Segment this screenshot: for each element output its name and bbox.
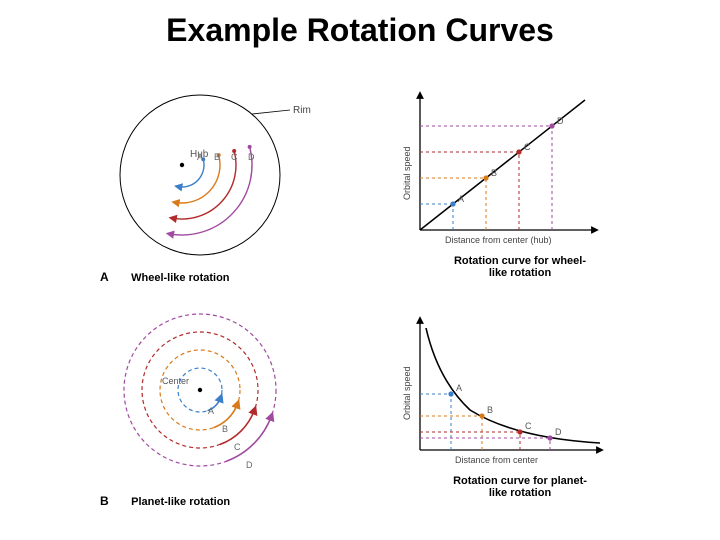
panel-b-row: B Planet-like rotation bbox=[100, 492, 230, 510]
panel-planet-rotation: CenterABCD B Planet-like rotation bbox=[100, 300, 360, 520]
svg-text:B: B bbox=[214, 152, 220, 162]
svg-text:Orbital speed: Orbital speed bbox=[402, 146, 412, 200]
svg-text:D: D bbox=[555, 427, 562, 437]
panel-b-caption: Planet-like rotation bbox=[131, 496, 230, 508]
svg-text:Center: Center bbox=[162, 376, 189, 386]
wheel-diagram: RimHubABCD bbox=[100, 80, 360, 265]
svg-text:C: C bbox=[524, 142, 531, 152]
svg-text:Rim: Rim bbox=[293, 105, 311, 116]
svg-text:B: B bbox=[487, 405, 493, 415]
chart-wheel-rotation: A B C D Distance from center (hub) Orbital sp… bbox=[390, 85, 640, 290]
panel-wheel-rotation: RimHubABCD A Wheel-like rotation bbox=[100, 80, 360, 290]
chart-b-svg: A B C D Distance from center Orbital speed bbox=[390, 310, 625, 470]
chart-b-caption: Rotation curve for planet-like rotation bbox=[445, 475, 595, 499]
svg-text:Orbital speed: Orbital speed bbox=[402, 366, 412, 420]
page-title: Example Rotation Curves bbox=[0, 12, 720, 49]
panel-a-caption: Wheel-like rotation bbox=[131, 272, 229, 284]
svg-text:D: D bbox=[246, 460, 253, 470]
planet-diagram: Center ABCD bbox=[100, 300, 360, 485]
svg-text:B: B bbox=[222, 424, 228, 434]
chart-a-svg: A B C D Distance from center (hub) Orbital sp… bbox=[390, 85, 625, 250]
svg-text:B: B bbox=[491, 168, 497, 178]
chart-a-caption: Rotation curve for wheel-like rotation bbox=[445, 255, 595, 279]
panel-a-letter: A bbox=[100, 270, 109, 284]
panel-b-letter: B bbox=[100, 494, 109, 508]
svg-text:C: C bbox=[234, 442, 241, 452]
svg-text:Distance from center: Distance from center bbox=[455, 455, 538, 465]
svg-text:C: C bbox=[525, 421, 532, 431]
svg-text:D: D bbox=[248, 152, 255, 162]
svg-text:A: A bbox=[208, 406, 214, 416]
svg-text:A: A bbox=[456, 383, 462, 393]
panel-a-row: A Wheel-like rotation bbox=[100, 268, 230, 286]
svg-text:C: C bbox=[231, 152, 238, 162]
svg-text:Distance from center (hub): Distance from center (hub) bbox=[445, 235, 552, 245]
chart-planet-rotation: A B C D Distance from center Orbital speed Ro… bbox=[390, 310, 640, 515]
svg-text:A: A bbox=[458, 194, 464, 204]
svg-text:A: A bbox=[197, 152, 203, 162]
svg-text:D: D bbox=[557, 116, 564, 126]
